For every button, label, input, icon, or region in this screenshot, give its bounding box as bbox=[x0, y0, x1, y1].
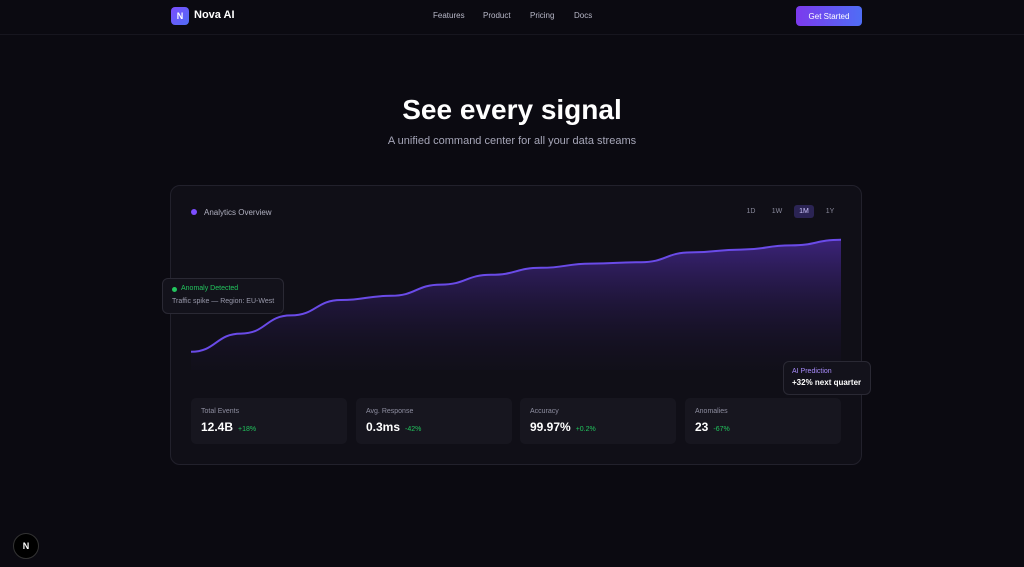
area-fill bbox=[191, 239, 841, 370]
stat-value: 12.4B +18% bbox=[201, 420, 257, 434]
prediction-label: AI Prediction bbox=[792, 368, 832, 375]
prediction-value: +32% next quarter bbox=[792, 378, 862, 387]
stat-card: Accuracy 99.97% +0.2% bbox=[520, 398, 676, 444]
anomaly-label: Anomaly Detected bbox=[181, 285, 239, 292]
stat-value: 99.97% +0.2% bbox=[530, 420, 596, 434]
area-line bbox=[190, 238, 842, 353]
hero-title: See every signal bbox=[402, 94, 622, 125]
anomaly-detail: Traffic spike — Region: EU-West bbox=[172, 298, 275, 305]
nav-link[interactable]: Docs bbox=[574, 11, 593, 20]
range-button[interactable]: 1D bbox=[746, 208, 756, 215]
chart-title: Analytics Overview bbox=[204, 208, 272, 217]
stat-label: Accuracy bbox=[530, 408, 559, 415]
stat-card: Avg. Response 0.3ms -42% bbox=[356, 398, 512, 444]
badge[interactable]: N bbox=[13, 533, 39, 559]
stat-change: -67% bbox=[713, 426, 730, 433]
brand[interactable]: Nova AI bbox=[194, 9, 235, 21]
hero-subtitle: A unified command center for all your da… bbox=[387, 135, 637, 147]
stat-label: Total Events bbox=[201, 408, 240, 415]
range-button[interactable]: 1Y bbox=[825, 208, 835, 215]
stat-label: Avg. Response bbox=[366, 408, 414, 415]
stat-value: 23 -67% bbox=[695, 420, 730, 434]
prediction-tooltip: AI Prediction +32% next quarter bbox=[783, 361, 871, 395]
cta-button[interactable]: Get Started bbox=[796, 6, 862, 26]
nav-link[interactable]: Features bbox=[433, 11, 465, 20]
logo[interactable]: N bbox=[171, 7, 189, 25]
stat-value: 0.3ms -42% bbox=[366, 420, 422, 434]
stat-card: Total Events 12.4B +18% bbox=[191, 398, 347, 444]
stat-change: -42% bbox=[405, 426, 422, 433]
anomaly-tooltip: Anomaly Detected Traffic spike — Region:… bbox=[162, 278, 284, 314]
stat-card: Anomalies 23 -67% bbox=[685, 398, 841, 444]
nav-link[interactable]: Product bbox=[483, 11, 511, 20]
legend-dot bbox=[191, 209, 197, 215]
stat-change: +18% bbox=[238, 426, 257, 433]
header bbox=[0, 0, 1024, 35]
stat-label: Anomalies bbox=[695, 408, 728, 415]
stat-change: +0.2% bbox=[575, 426, 596, 433]
nav-link[interactable]: Pricing bbox=[530, 11, 555, 20]
range-button[interactable]: 1M bbox=[794, 205, 814, 218]
range-button[interactable]: 1W bbox=[771, 208, 783, 215]
status-dot bbox=[172, 287, 177, 292]
